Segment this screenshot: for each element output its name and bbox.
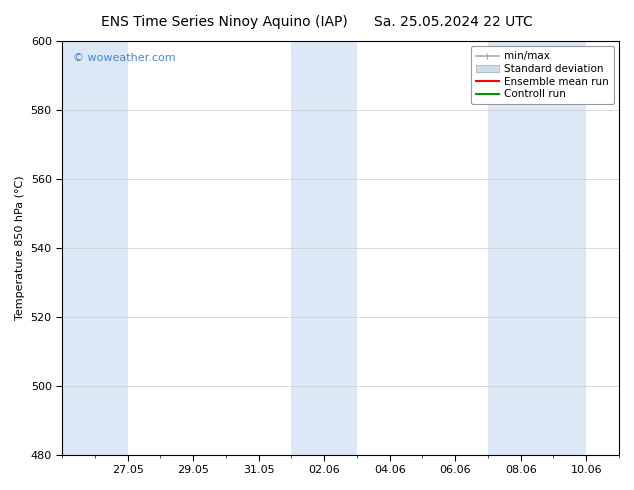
Y-axis label: Temperature 850 hPa (°C): Temperature 850 hPa (°C)	[15, 175, 25, 320]
Bar	[292, 41, 357, 455]
Bar	[62, 41, 127, 455]
Legend: min/max, Standard deviation, Ensemble mean run, Controll run: min/max, Standard deviation, Ensemble me…	[470, 46, 614, 104]
Bar	[488, 41, 586, 455]
Text: © woweather.com: © woweather.com	[74, 53, 176, 64]
Text: ENS Time Series Ninoy Aquino (IAP)      Sa. 25.05.2024 22 UTC: ENS Time Series Ninoy Aquino (IAP) Sa. 2…	[101, 15, 533, 29]
